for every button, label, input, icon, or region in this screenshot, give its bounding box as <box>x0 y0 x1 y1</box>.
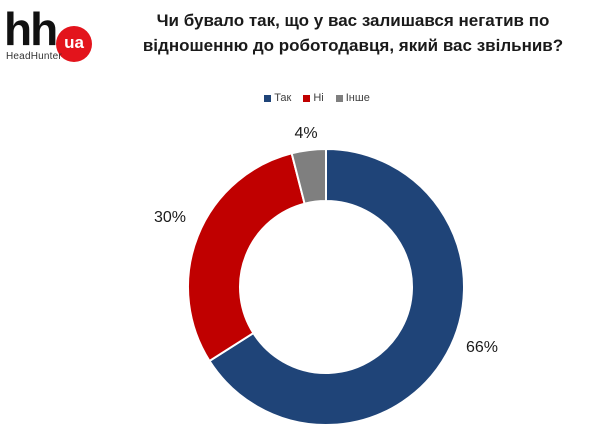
logo-hh-mark: hh <box>4 3 58 55</box>
donut-data-labels: 66% 30% 4% <box>154 125 498 356</box>
headhunter-logo: hh ua HeadHunter <box>4 6 100 68</box>
data-label-tak: 66% <box>466 339 498 356</box>
legend-label-ni: Ні <box>313 92 324 104</box>
legend-label-tak: Так <box>274 92 292 104</box>
donut-slice-inshe <box>290 147 327 205</box>
donut-slice-tak <box>208 147 465 426</box>
legend-swatch-ni <box>303 94 311 102</box>
legend-swatch-inshe <box>335 94 343 102</box>
donut-slices <box>187 147 465 426</box>
legend-item-inshe: Інше <box>335 92 370 104</box>
data-label-inshe: 4% <box>294 125 317 142</box>
chart-title: Чи бувало так, що у вас залишався негати… <box>142 11 564 55</box>
legend-item-tak: Так <box>264 92 291 104</box>
chart-legend: Так Ні Інше <box>0 92 604 104</box>
data-label-ni: 30% <box>154 209 186 226</box>
legend-item-ni: Ні <box>303 92 324 104</box>
legend-swatch-tak <box>264 94 272 102</box>
legend-label-inshe: Інше <box>345 92 370 104</box>
logo-ua-badge: ua <box>56 26 92 62</box>
donut-slice-ni <box>187 152 306 363</box>
logo-subtitle: HeadHunter <box>6 51 62 62</box>
